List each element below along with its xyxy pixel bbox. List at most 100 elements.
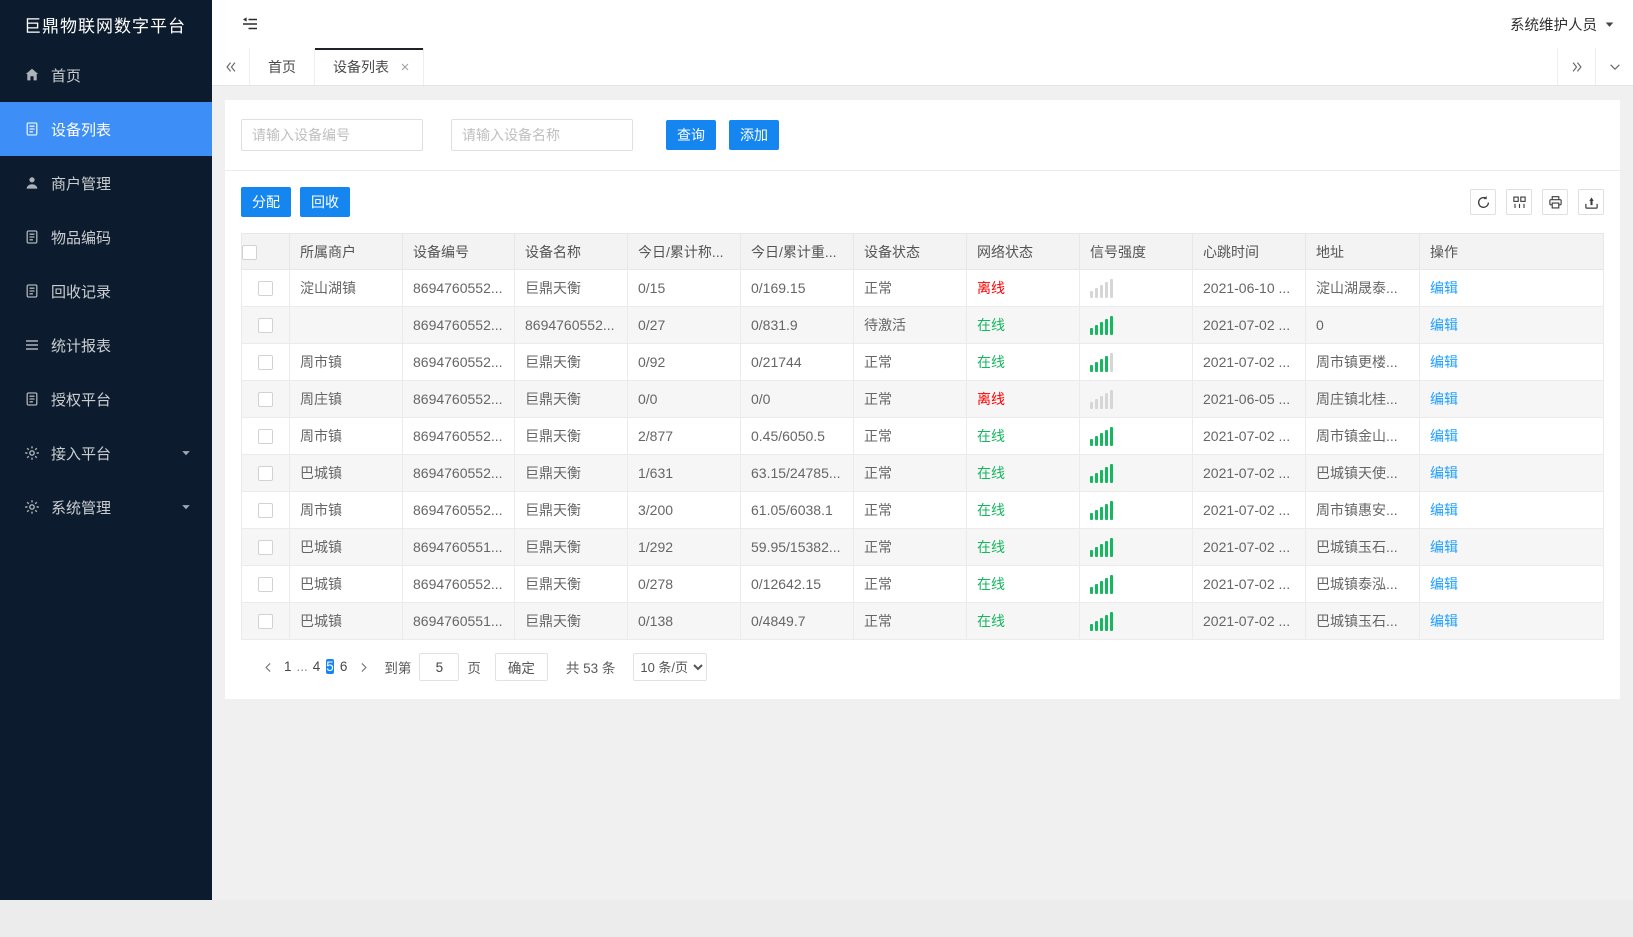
sidebar-collapse-icon[interactable] (241, 16, 259, 32)
row-checkbox[interactable] (258, 281, 273, 297)
edit-link[interactable]: 编辑 (1430, 502, 1458, 518)
row-checkbox-cell (241, 269, 290, 307)
row-checkbox[interactable] (258, 429, 273, 445)
add-button[interactable]: 添加 (729, 120, 779, 150)
page-button-5[interactable]: 5 (326, 659, 334, 674)
edit-link[interactable]: 编辑 (1430, 280, 1458, 296)
cell-device-status: 正常 (853, 343, 967, 381)
page-button-6[interactable]: 6 (339, 659, 348, 674)
cell-device-status: 正常 (853, 380, 967, 418)
page-button-4[interactable]: 4 (312, 659, 321, 674)
sidebar-item-2[interactable]: 商户管理 (0, 156, 212, 210)
edit-link[interactable]: 编辑 (1430, 354, 1458, 370)
sidebar-item-7[interactable]: 接入平台 (0, 426, 212, 480)
columns-button[interactable] (1506, 189, 1532, 215)
edit-link[interactable]: 编辑 (1430, 465, 1458, 481)
cell-network-status: 在线 (966, 343, 1080, 381)
tab-home[interactable]: 首页 (250, 48, 315, 85)
sidebar-item-label: 设备列表 (51, 121, 112, 139)
doc-icon (24, 283, 40, 299)
cell-device-status: 正常 (853, 602, 967, 640)
sidebar-item-3[interactable]: 物品编码 (0, 210, 212, 264)
edit-link[interactable]: 编辑 (1430, 391, 1458, 407)
assign-button[interactable]: 分配 (241, 187, 291, 217)
edit-link[interactable]: 编辑 (1430, 576, 1458, 592)
sidebar-item-1[interactable]: 设备列表 (0, 102, 212, 156)
cell-today-weight: 59.95/15382... (740, 528, 854, 566)
select-all-checkbox[interactable] (242, 244, 257, 260)
content-area: 查询 添加 分配 回收 所属商户设备编号设备名称今日/累计称...今日/累计重.… (212, 86, 1633, 900)
cell-merchant: 周市镇 (289, 491, 403, 529)
row-checkbox[interactable] (258, 540, 273, 556)
sidebar-item-label: 物品编码 (51, 229, 112, 247)
row-checkbox[interactable] (258, 392, 273, 408)
refresh-button[interactable] (1470, 189, 1496, 215)
sidebar-item-label: 接入平台 (51, 445, 112, 463)
cell-today-count: 0/27 (627, 306, 741, 344)
close-icon[interactable] (399, 61, 411, 73)
sidebar-item-8[interactable]: 系统管理 (0, 480, 212, 534)
edit-link[interactable]: 编辑 (1430, 613, 1458, 629)
signal-bars (1090, 611, 1182, 631)
tabs-dropdown-button[interactable] (1595, 48, 1633, 85)
cell-today-weight: 0/4849.7 (740, 602, 854, 640)
user-menu[interactable]: 系统维护人员 (1510, 14, 1615, 35)
columns-icon (1512, 195, 1527, 210)
row-checkbox[interactable] (258, 318, 273, 334)
sidebar-item-5[interactable]: 统计报表 (0, 318, 212, 372)
query-button[interactable]: 查询 (666, 120, 716, 150)
table-row: 周市镇 8694760552... 巨鼎天衡 3/200 61.05/6038.1 正常在… (241, 491, 1604, 529)
cell-heartbeat: 2021-07-02 ... (1192, 306, 1306, 344)
sidebar-item-0[interactable]: 首页 (0, 48, 212, 102)
edit-link[interactable]: 编辑 (1430, 428, 1458, 444)
table-row: 8694760552... 8694760552... 0/27 0/831.9 待激活… (241, 306, 1604, 344)
row-checkbox[interactable] (258, 614, 273, 630)
jump-prefix-label: 到第 (384, 661, 412, 676)
print-button[interactable] (1542, 189, 1568, 215)
edit-link[interactable]: 编辑 (1430, 539, 1458, 555)
row-checkbox[interactable] (258, 466, 273, 482)
next-page-button[interactable] (350, 653, 376, 681)
prev-page-button[interactable] (255, 653, 281, 681)
cell-action: 编辑 (1419, 565, 1604, 603)
total-count-label: 共 53 条 (565, 661, 616, 676)
sidebar-item-6[interactable]: 授权平台 (0, 372, 212, 426)
sidebar-item-4[interactable]: 回收记录 (0, 264, 212, 318)
column-header-6: 网络状态 (966, 233, 1080, 270)
page-button-1[interactable]: 1 (284, 659, 292, 674)
per-page-select[interactable]: 10 条/页 (633, 653, 708, 681)
cell-heartbeat: 2021-07-02 ... (1192, 454, 1306, 492)
column-header-9: 地址 (1305, 233, 1420, 270)
list-icon (24, 337, 40, 353)
cell-action: 编辑 (1419, 528, 1604, 566)
page-jump-input[interactable] (419, 653, 460, 681)
chevron-down-icon (1609, 63, 1620, 70)
row-checkbox[interactable] (258, 355, 273, 371)
sidebar-menu: 首页设备列表商户管理物品编码回收记录 统计报表 授权平台接入平台系统管理 (0, 48, 212, 534)
chevron-down-icon (180, 501, 192, 513)
cell-device-status: 正常 (853, 565, 967, 603)
table-toolbar: 分配 回收 (241, 187, 1604, 217)
tabs-scroll-left-button[interactable] (212, 48, 250, 85)
device-name-input[interactable] (451, 119, 633, 151)
cell-device-name: 巨鼎天衡 (514, 380, 628, 418)
export-button[interactable] (1578, 189, 1604, 215)
tabs-scroll-right-button[interactable] (1557, 48, 1595, 85)
column-header-7: 信号强度 (1079, 233, 1193, 270)
tab-device-list[interactable]: 设备列表 (315, 48, 424, 85)
cell-heartbeat: 2021-07-02 ... (1192, 491, 1306, 529)
sidebar-item-label: 商户管理 (51, 175, 112, 193)
cell-device-name: 巨鼎天衡 (514, 417, 628, 455)
row-checkbox[interactable] (258, 577, 273, 593)
row-checkbox-cell (241, 306, 290, 344)
device-no-input[interactable] (241, 119, 423, 151)
row-checkbox[interactable] (258, 503, 273, 519)
table-row: 周庄镇 8694760552... 巨鼎天衡 0/0 0/0 正常 离线 2021-06-05… (241, 380, 1604, 418)
signal-bars (1090, 500, 1182, 520)
gear-icon (24, 445, 40, 461)
cell-network-status: 在线 (966, 565, 1080, 603)
edit-link[interactable]: 编辑 (1430, 317, 1458, 333)
cell-signal (1079, 602, 1193, 640)
recycle-button[interactable]: 回收 (300, 187, 350, 217)
confirm-page-button[interactable]: 确定 (494, 653, 548, 681)
